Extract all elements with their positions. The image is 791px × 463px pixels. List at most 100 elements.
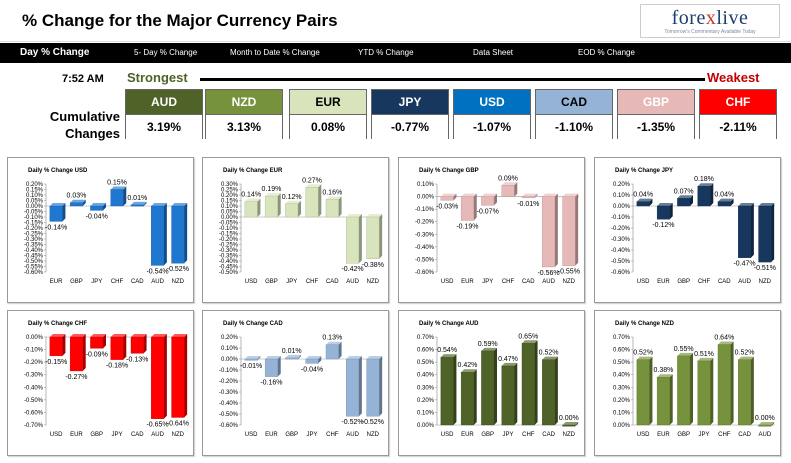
bar-eur <box>656 205 670 220</box>
y-tick-label: 0.10% <box>417 182 435 188</box>
x-tick-label: EUR <box>657 279 670 285</box>
data-label: -0.16% <box>260 380 282 387</box>
bar-top <box>346 214 362 217</box>
tab-ytd-change[interactable]: YTD % Change <box>358 48 414 57</box>
bar-side <box>690 195 694 206</box>
currency-cumulative-value: 3.13% <box>206 114 282 139</box>
x-tick-label: JPY <box>91 279 102 285</box>
logo-text-x: x <box>705 7 717 29</box>
y-tick-label: -0.20% <box>219 379 239 385</box>
currency-cumulative-value: 3.19% <box>126 114 202 139</box>
bar-nzd <box>562 196 576 266</box>
y-tick-label: 0.00% <box>417 423 435 429</box>
data-label: 0.12% <box>282 194 302 201</box>
bar-side <box>143 334 147 354</box>
x-tick-label: AUD <box>759 432 772 438</box>
bar-usd <box>636 359 650 426</box>
y-tick-label: -0.25% <box>219 243 239 249</box>
bar-top <box>521 193 538 197</box>
bar-top <box>171 203 188 206</box>
tab-eod-change[interactable]: EOD % Change <box>578 48 635 57</box>
bar-usd <box>636 201 650 207</box>
bar-side <box>298 200 302 217</box>
x-tick-label: CAD <box>718 279 731 285</box>
bar-jpy <box>481 196 495 206</box>
bar-side <box>123 186 127 206</box>
bar-side <box>257 198 261 217</box>
bar-top <box>265 356 281 359</box>
cumulative-changes-label: Cumulative Changes <box>49 109 120 141</box>
bar-top <box>440 193 457 197</box>
bar-nzd <box>366 216 380 259</box>
bar-side <box>298 354 302 360</box>
bar-eur <box>460 372 474 426</box>
forexlive-logo[interactable]: forexlive Tomorrow's Commentary Availabl… <box>640 4 780 38</box>
y-tick-label: -0.60% <box>24 410 44 416</box>
y-tick-label: -0.70% <box>24 423 44 429</box>
x-tick-label: CHF <box>718 432 731 438</box>
bar-side <box>143 201 147 207</box>
bar-top <box>171 334 188 337</box>
data-label: -0.38% <box>362 262 384 269</box>
bar-side <box>750 356 754 425</box>
x-tick-label: USD <box>50 432 63 438</box>
bar-side <box>554 356 558 425</box>
tab-data-sheet[interactable]: Data Sheet <box>473 48 514 57</box>
data-label: -0.04% <box>301 366 323 373</box>
data-label: 0.38% <box>653 367 673 374</box>
currency-code: CHF <box>700 90 776 114</box>
bar-side <box>163 334 167 419</box>
data-label: -0.65% <box>146 422 168 429</box>
x-tick-label: CHF <box>502 279 515 285</box>
bar-eur <box>460 196 474 221</box>
data-label: -0.52% <box>167 266 189 273</box>
bar-top <box>481 193 498 197</box>
bar-top <box>758 203 775 206</box>
bar-side <box>453 354 457 425</box>
tab-5day-change[interactable]: 5- Day % Change <box>134 48 198 57</box>
currency-code: EUR <box>290 90 366 114</box>
x-tick-label: JPY <box>111 432 122 438</box>
bar-top <box>717 198 734 202</box>
data-label: -0.04% <box>86 213 108 220</box>
bar-side <box>103 203 107 211</box>
y-tick-label: -0.20% <box>415 220 435 226</box>
x-tick-label: CHF <box>306 279 319 285</box>
x-tick-label: GBP <box>481 432 494 438</box>
bar-top <box>285 354 302 358</box>
bar-side <box>669 203 673 220</box>
y-tick-label: -0.05% <box>219 221 239 227</box>
data-label: 0.47% <box>498 356 518 363</box>
currency-box-aud: AUD 3.19% <box>125 89 203 139</box>
tab-month-to-date[interactable]: Month to Date % Change <box>230 48 320 57</box>
y-tick-label: -0.10% <box>219 226 239 232</box>
bar-side <box>534 340 538 425</box>
bar-side <box>494 347 498 425</box>
y-tick-label: -0.40% <box>415 245 435 251</box>
data-label: -0.15% <box>45 359 67 366</box>
bar-eur <box>69 336 83 372</box>
y-tick-label: 0.60% <box>417 348 435 354</box>
y-tick-label: -0.30% <box>24 237 44 243</box>
bar-chf <box>110 189 124 207</box>
bar-side <box>575 422 579 427</box>
bar-side <box>338 341 342 359</box>
bar-side <box>750 203 754 258</box>
bar-jpy <box>90 205 104 211</box>
tab-day-change[interactable]: Day % Change <box>20 47 90 58</box>
x-tick-label: GBP <box>90 432 103 438</box>
bar-top <box>325 196 342 200</box>
bar-side <box>453 193 457 201</box>
y-tick-label: 0.00% <box>26 335 44 341</box>
data-label: 0.52% <box>539 350 559 357</box>
bar-aud <box>151 205 165 266</box>
bar-top <box>542 193 558 197</box>
currency-box-cad: CAD -1.10% <box>535 89 613 139</box>
currency-cumulative-value: -1.35% <box>618 114 694 139</box>
currency-cumulative-value: -1.07% <box>454 114 530 139</box>
data-label: -0.52% <box>362 419 384 426</box>
x-tick-label: CAD <box>326 279 339 285</box>
bar-top <box>265 193 281 197</box>
bar-top <box>461 193 477 197</box>
bar-top <box>366 214 383 217</box>
